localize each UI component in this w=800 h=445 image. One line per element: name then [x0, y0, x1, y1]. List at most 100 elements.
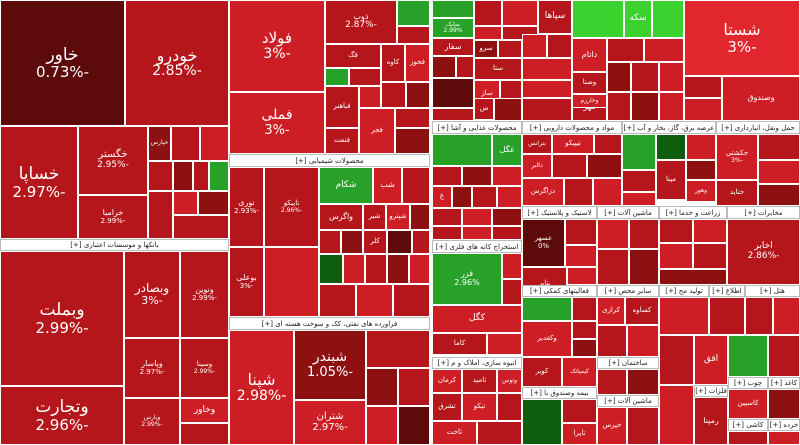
stock-tile-tiko[interactable]: تیکو — [462, 393, 497, 421]
stock-tile-shekam[interactable]: شکام — [319, 167, 373, 204]
stock-tile-khavar[interactable]: خاور -0.73% — [0, 0, 125, 126]
stock-tile-small[interactable] — [622, 170, 656, 192]
stock-tile-small[interactable] — [659, 92, 684, 121]
stock-tile-small[interactable] — [497, 186, 522, 208]
stock-tile-small[interactable] — [492, 226, 522, 240]
stock-tile-vagras[interactable]: واگرس — [319, 204, 363, 230]
stock-tile-small[interactable] — [522, 98, 572, 121]
stock-tile-vsina[interactable]: وسینا -2.99% — [180, 338, 229, 398]
stock-tile-bouali[interactable]: بوعلی -3% — [229, 247, 264, 317]
stock-tile-samid[interactable]: ثامید — [462, 369, 497, 393]
stock-tile-kesave[interactable]: کساوه — [625, 297, 659, 325]
stock-tile-small[interactable] — [773, 297, 800, 335]
stock-tile-gh[interactable]: غ — [432, 186, 452, 208]
stock-tile-vkhavar[interactable]: وخاور — [180, 398, 229, 423]
stock-tile-tipico[interactable]: تیپیکو — [552, 134, 594, 154]
stock-tile-small[interactable] — [597, 249, 629, 285]
stock-tile-small[interactable] — [502, 0, 538, 26]
stock-tile-kerman[interactable]: کرمان — [432, 369, 462, 393]
stock-tile-small[interactable] — [173, 191, 198, 215]
sector-header-utilities[interactable]: عرضه برق، گاز، بخار و آب [+] — [622, 121, 716, 134]
stock-tile-small[interactable] — [200, 126, 229, 161]
stock-tile-vkghadir[interactable]: وکغدیر — [522, 321, 572, 357]
stock-tile-fazar[interactable]: فزر 2.96% — [432, 253, 502, 305]
stock-tile-small[interactable] — [198, 191, 229, 215]
stock-tile-small[interactable] — [343, 254, 365, 284]
stock-tile-shpetro[interactable]: شپترو — [386, 204, 410, 230]
stock-tile-fkhooz[interactable]: فخوز — [405, 44, 430, 82]
sector-header-food[interactable]: محصولات غذایی و آشا [+] — [432, 121, 522, 134]
stock-tile-small[interactable] — [319, 284, 356, 317]
stock-tile-small[interactable] — [607, 38, 644, 62]
stock-tile-small[interactable] — [393, 284, 430, 317]
stock-tile-small[interactable] — [397, 26, 430, 44]
stock-tile-green[interactable] — [432, 0, 474, 18]
stock-tile-small[interactable] — [432, 56, 456, 78]
stock-tile-small[interactable] — [432, 78, 474, 108]
stock-tile-asahar[interactable]: عسهر 0% — [522, 219, 565, 267]
stock-tile-small[interactable] — [565, 219, 597, 245]
sector-header-hotel[interactable]: هتل [+] — [745, 285, 800, 297]
sector-header-machinery[interactable]: ماشین آلات [+] — [597, 206, 659, 219]
stock-tile-kavir[interactable]: کویر — [522, 357, 562, 387]
stock-tile-small[interactable] — [497, 393, 522, 421]
stock-tile-vparss[interactable]: وپارس -2.99% — [124, 398, 180, 445]
stock-tile-green[interactable] — [656, 134, 686, 160]
stock-tile-sekeh[interactable]: سکه — [624, 0, 652, 38]
stock-tile-small[interactable] — [387, 230, 412, 254]
stock-tile-small[interactable] — [607, 62, 631, 92]
stock-tile-sefar[interactable]: سفار — [432, 38, 474, 56]
sector-header-petroleum[interactable]: فراورده های نفتی، کک و سوخت هسته ای [+] — [229, 317, 430, 330]
stock-tile-shpena[interactable]: شپنا -2.98% — [229, 330, 294, 445]
stock-tile-small[interactable] — [693, 243, 727, 269]
stock-tile-kelor[interactable]: کلر — [363, 230, 387, 254]
stock-tile-khpers[interactable]: خپرس — [597, 407, 627, 445]
stock-tile-small[interactable] — [173, 161, 193, 191]
sector-header-production[interactable]: تولید مح [+] — [659, 285, 709, 297]
stock-tile-fanft[interactable]: فنفت — [325, 128, 359, 154]
stock-tile-small[interactable] — [366, 368, 398, 406]
stock-tile-small[interactable] — [487, 333, 522, 355]
stock-tile-small[interactable] — [768, 389, 800, 419]
stock-tile-small[interactable] — [456, 56, 474, 78]
stock-tile-green[interactable] — [622, 134, 656, 170]
stock-tile-small[interactable] — [572, 321, 597, 339]
stock-tile-small[interactable] — [587, 154, 622, 178]
stock-tile-small[interactable] — [474, 26, 502, 40]
stock-tile-kimiatak[interactable]: کیمیاتک — [562, 357, 597, 387]
stock-tile-small[interactable] — [745, 297, 773, 335]
stock-tile-small[interactable] — [209, 161, 229, 191]
stock-tile-small[interactable] — [477, 421, 522, 445]
stock-tile-fbahonar[interactable]: فباهنر — [325, 86, 359, 128]
stock-tile-akhaber[interactable]: اخابر -2.86% — [727, 219, 800, 285]
stock-tile-khgostar[interactable]: خگستر -2.95% — [78, 126, 148, 195]
stock-tile-khodro[interactable]: خودرو -2.85% — [125, 0, 229, 126]
stock-tile-small[interactable] — [462, 208, 492, 226]
stock-tile-zob[interactable]: ذوب -2.87% — [325, 0, 397, 44]
stock-tile-small[interactable] — [452, 186, 472, 208]
stock-tile-darkgreen[interactable] — [522, 399, 562, 445]
stock-tile-small[interactable] — [432, 108, 474, 121]
sector-header-paper[interactable]: کاغذ [+] — [768, 377, 800, 389]
stock-tile-small[interactable] — [547, 34, 572, 58]
sector-header-agri[interactable]: زراعت و خدما [+] — [659, 206, 727, 219]
sector-header-machinery2[interactable]: ماشین آلات [+] — [597, 395, 659, 407]
stock-tile-kharamia[interactable]: خرامیا -2.99% — [78, 195, 148, 239]
sector-header-metal[interactable]: فلزات [+] — [694, 385, 728, 397]
stock-tile-vpasar[interactable]: وپاسار -2.97% — [124, 338, 180, 398]
stock-tile-vsandoogh[interactable]: وصندوق — [722, 76, 800, 121]
stock-tile-small[interactable] — [366, 406, 398, 445]
stock-tile-ghagol[interactable]: غگل — [492, 134, 522, 166]
stock-tile-small[interactable] — [498, 40, 522, 58]
stock-tile-small[interactable] — [659, 385, 694, 445]
stock-tile-small[interactable] — [607, 92, 631, 121]
stock-tile-sepaha[interactable]: سپاها — [538, 0, 572, 34]
stock-tile-nori[interactable]: نوری -2.93% — [229, 167, 264, 247]
stock-tile-small[interactable] — [319, 230, 341, 254]
sector-header-wood[interactable]: چوب [+] — [728, 377, 768, 389]
stock-tile-vbsader[interactable]: وبصادر -3% — [124, 251, 180, 338]
stock-tile-small[interactable] — [180, 423, 229, 445]
sector-header-pharma[interactable]: مواد و محصولات دارویی [+] — [522, 121, 622, 134]
stock-tile-small[interactable] — [432, 166, 462, 186]
sector-header-info[interactable]: اطلاع [+] — [709, 285, 745, 297]
